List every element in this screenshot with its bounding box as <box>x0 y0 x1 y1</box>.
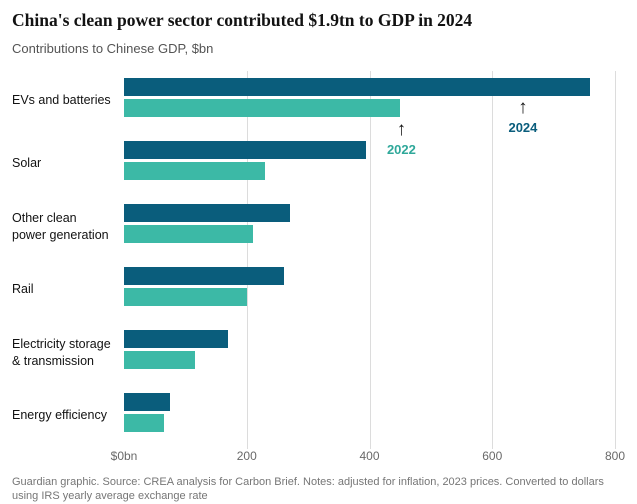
chart-subtitle: Contributions to Chinese GDP, $bn <box>12 41 214 56</box>
category-label: Solar <box>12 156 42 171</box>
source-note: Guardian graphic. Source: CREA analysis … <box>12 475 604 503</box>
x-tick-label: 600 <box>482 448 503 463</box>
bar-group <box>124 197 615 260</box>
chart-row: Other clean power generation <box>12 197 623 260</box>
bar-2024 <box>124 392 171 411</box>
bar-2022 <box>124 98 401 117</box>
bar-2024 <box>124 77 591 96</box>
chart-title: China's clean power sector contributed $… <box>12 10 473 30</box>
bar-2022 <box>124 161 266 180</box>
bar-2022 <box>124 350 195 369</box>
category-label: Energy efficiency <box>12 408 107 423</box>
category-label: Other clean power generation <box>12 211 109 242</box>
bar-group <box>124 260 615 323</box>
bar-chart: EVs and batteries Solar Other clean power … <box>12 70 625 465</box>
category-label: EVs and batteries <box>12 93 111 108</box>
chart-row: Energy efficiency <box>12 386 623 449</box>
x-axis: $0bn 200 400 600 800 <box>111 448 625 465</box>
bar-2024 <box>124 266 284 285</box>
bar-2024 <box>124 329 229 348</box>
bar-group <box>124 386 615 449</box>
bar-group <box>124 134 615 197</box>
bar-group <box>124 71 615 134</box>
chart-row: EVs and batteries <box>12 71 623 134</box>
bar-group <box>124 323 615 386</box>
chart-row: Solar <box>12 134 623 197</box>
x-tick-label: $0bn <box>110 448 138 463</box>
chart-row: Electricity storage & transmission <box>12 323 623 386</box>
bar-2022 <box>124 287 247 306</box>
chart-row: Rail <box>12 260 623 323</box>
x-tick-label: 400 <box>359 448 380 463</box>
bar-2022 <box>124 413 164 432</box>
bar-2024 <box>124 203 290 222</box>
category-label: Rail <box>12 282 34 297</box>
bar-2022 <box>124 224 253 243</box>
x-tick-label: 200 <box>236 448 257 463</box>
chart-rows: EVs and batteries Solar Other clean power … <box>12 71 623 449</box>
bar-2024 <box>124 140 367 159</box>
category-label: Electricity storage & transmission <box>12 337 111 368</box>
x-tick-label: 800 <box>604 448 626 463</box>
